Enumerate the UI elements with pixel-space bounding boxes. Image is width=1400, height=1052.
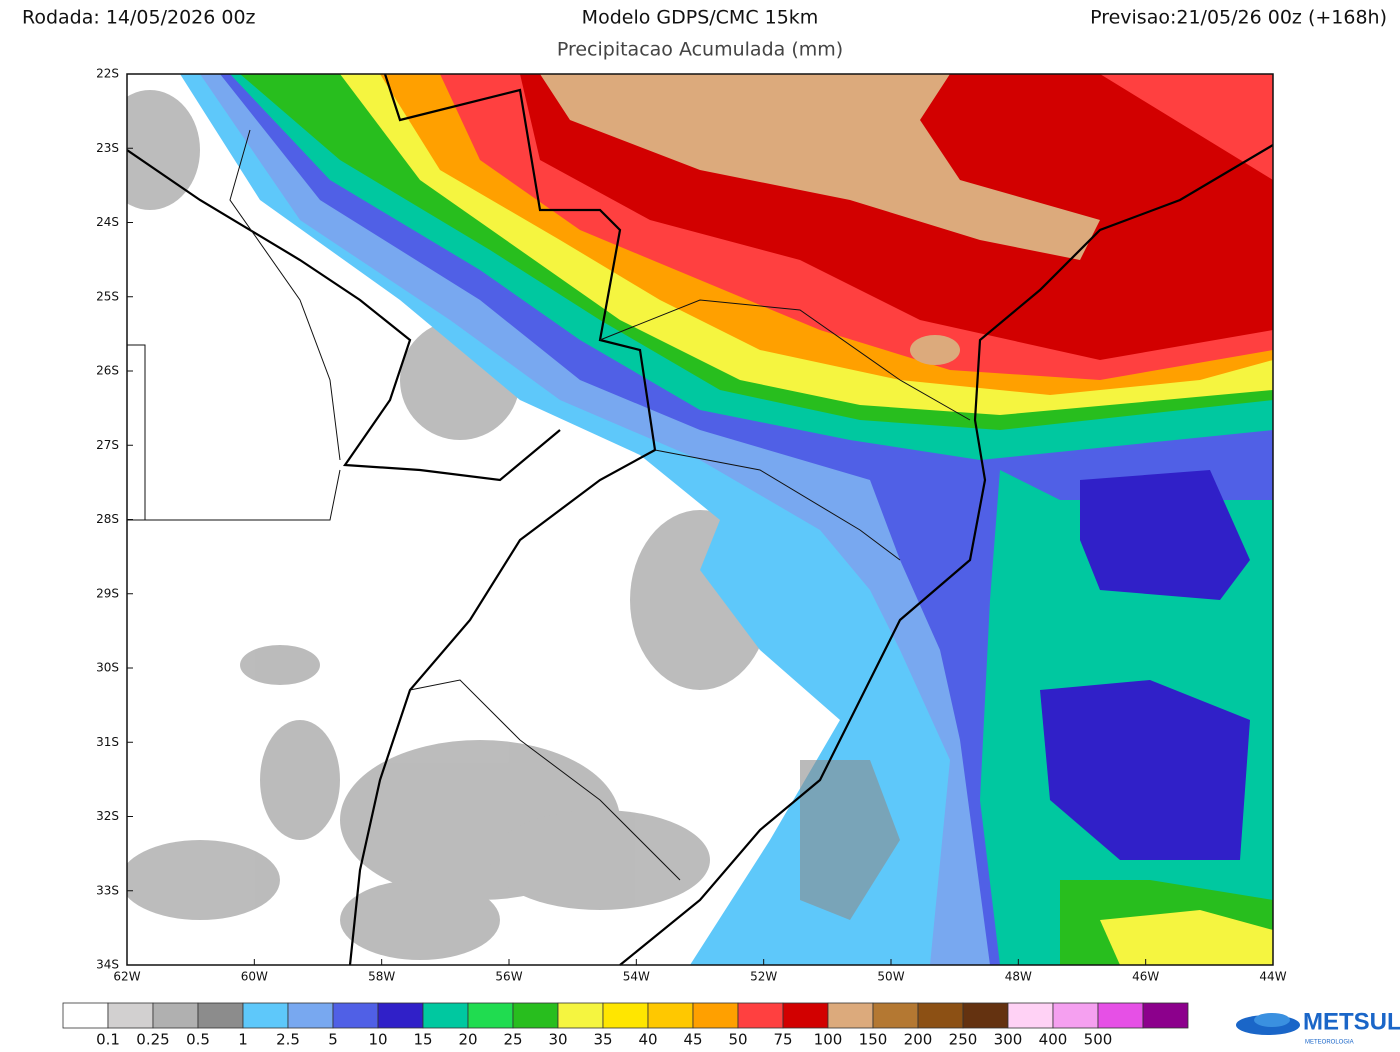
lat-label: 26S (96, 364, 119, 378)
colorbar-label: 250 (949, 1031, 978, 1049)
colorbar-label: 1 (238, 1031, 248, 1049)
lon-label: 52W (750, 970, 777, 984)
lat-label: 29S (96, 586, 119, 600)
lat-label: 34S (96, 958, 119, 972)
colorbar-label: 200 (904, 1031, 933, 1049)
colorbar-label: 45 (683, 1031, 702, 1049)
colorbar-box (1142, 1002, 1189, 1029)
colorbar-box (152, 1002, 199, 1029)
colorbar-label: 25 (503, 1031, 522, 1049)
colorbar-box (62, 1002, 109, 1029)
colorbar-label: 15 (413, 1031, 432, 1049)
lat-label: 24S (96, 215, 119, 229)
colorbar-box (647, 1002, 694, 1029)
lon-label: 62W (113, 970, 140, 984)
colorbar-box (1007, 1002, 1054, 1029)
lon-label: 44W (1259, 970, 1286, 984)
subtitle: Precipitacao Acumulada (mm) (557, 39, 843, 61)
colorbar-box (377, 1002, 424, 1029)
colorbar-label: 0.25 (136, 1031, 169, 1049)
lon-label: 54W (623, 970, 650, 984)
colorbar-label: 2.5 (276, 1031, 300, 1049)
colorbar-box (197, 1002, 244, 1029)
lon-label: 60W (241, 970, 268, 984)
logo-tagline: METEOROLOGIA (1305, 1040, 1354, 1046)
colorbar-label: 75 (773, 1031, 792, 1049)
lat-label: 31S (96, 735, 119, 749)
lon-label: 56W (495, 970, 522, 984)
lat-label: 25S (96, 289, 119, 303)
colorbar-label: 0.5 (186, 1031, 210, 1049)
lon-label: 48W (1005, 970, 1032, 984)
colorbar-box (692, 1002, 739, 1029)
colorbar-label: 10 (368, 1031, 387, 1049)
precip-field (127, 74, 1273, 965)
colorbar-box (962, 1002, 1009, 1029)
colorbar-box (557, 1002, 604, 1029)
lat-label: 27S (96, 438, 119, 452)
colorbar-label: 500 (1084, 1031, 1113, 1049)
colorbar-label: 40 (638, 1031, 657, 1049)
colorbar-box (332, 1002, 379, 1029)
colorbar-box (242, 1002, 289, 1029)
colorbar-box (422, 1002, 469, 1029)
colorbar-box (1097, 1002, 1144, 1029)
lon-label: 50W (877, 970, 904, 984)
lat-label: 28S (96, 512, 119, 526)
colorbar-box (827, 1002, 874, 1029)
run-label: Rodada: 14/05/2026 00z (22, 7, 256, 29)
lat-label: 32S (96, 809, 119, 823)
logo-name: METSUL (1303, 1008, 1400, 1035)
colorbar-label: 400 (1039, 1031, 1068, 1049)
logo: METSUL METEOROLOGIA (1236, 1008, 1400, 1046)
colorbar-box (467, 1002, 514, 1029)
colorbar-box (287, 1002, 334, 1029)
colorbar-label: 30 (548, 1031, 567, 1049)
lon-label: 46W (1132, 970, 1159, 984)
colorbar-box (872, 1002, 919, 1029)
colorbar-box (917, 1002, 964, 1029)
colorbar-label: 300 (994, 1031, 1023, 1049)
colorbar-label: 5 (328, 1031, 338, 1049)
lat-label: 22S (96, 67, 119, 81)
colorbar-box (512, 1002, 559, 1029)
lat-label: 23S (96, 141, 119, 155)
lat-label: 33S (96, 883, 119, 897)
lat-label: 30S (96, 661, 119, 675)
colorbar-box (737, 1002, 784, 1029)
colorbar-box (782, 1002, 829, 1029)
colorbar-label: 150 (859, 1031, 888, 1049)
colorbar-label: 50 (728, 1031, 747, 1049)
colorbar-label: 100 (814, 1031, 843, 1049)
title: Modelo GDPS/CMC 15km (582, 7, 819, 29)
colorbar-label: 20 (458, 1031, 477, 1049)
colorbar-box (107, 1002, 154, 1029)
colorbar-label: 0.1 (96, 1031, 120, 1049)
colorbar: 0.1 0.25 0.5 1 2.5 5 10 15 20 25 30 35 40 45 50 75 100 15… (62, 1002, 1189, 1049)
borders (126, 73, 1274, 966)
colorbar-label: 35 (593, 1031, 612, 1049)
forecast-label: Previsao:21/05/26 00z (+168h) (1090, 7, 1387, 29)
colorbar-box (602, 1002, 649, 1029)
lon-label: 58W (368, 970, 395, 984)
colorbar-box (1052, 1002, 1099, 1029)
